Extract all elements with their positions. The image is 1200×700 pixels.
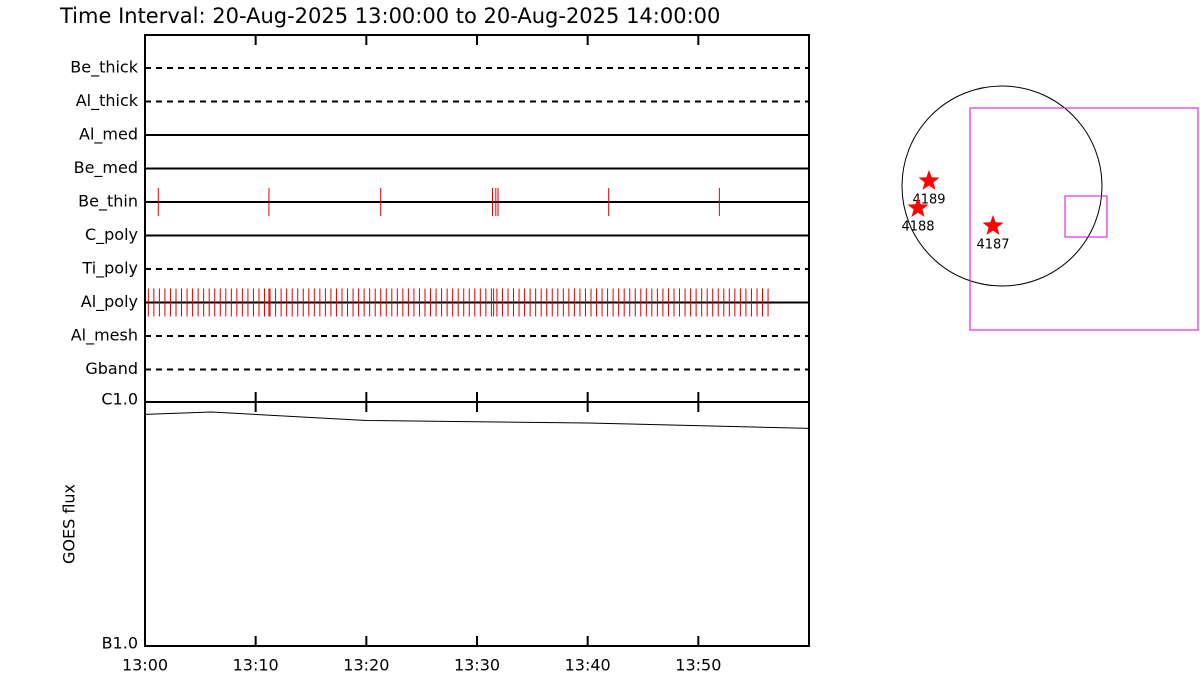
filter-label: Be_med: [74, 158, 138, 178]
filter-label: Al_med: [79, 125, 138, 145]
x-tick-label: 13:10: [233, 656, 279, 675]
y-tick-label: C1.0: [101, 390, 138, 409]
y-tick-label: B1.0: [102, 634, 138, 653]
y-axis-label: GOES flux: [60, 484, 79, 564]
x-tick-label: 13:50: [675, 656, 721, 675]
x-tick-label: 13:00: [122, 656, 168, 675]
filter-label: Be_thin: [78, 192, 138, 212]
goes-curve: [144, 411, 810, 429]
x-tick-label: 13:40: [565, 656, 611, 675]
title: Time Interval: 20-Aug-2025 13:00:00 to 2…: [59, 4, 720, 28]
timeline-frame: [144, 34, 810, 403]
active-region-label: 4187: [976, 238, 1009, 253]
x-tick-label: 13:30: [454, 656, 500, 675]
filter-label: Gband: [85, 359, 138, 378]
active-region: [907, 197, 929, 217]
x-tick-label: 13:20: [343, 656, 389, 675]
fov-box: [1064, 195, 1108, 238]
fov-box: [969, 107, 1199, 331]
filter-label: Al_mesh: [71, 326, 138, 346]
filter-label: Al_thick: [76, 91, 139, 111]
active-region-label: 4189: [912, 193, 945, 208]
filter-label: Ti_poly: [81, 259, 138, 279]
filter-label: C_poly: [85, 225, 138, 245]
active-region-label: 4188: [901, 220, 934, 235]
filter-label: Be_thick: [70, 58, 138, 78]
goes-frame: [144, 401, 810, 647]
filter-label: Al_poly: [81, 292, 138, 312]
active-region: [982, 215, 1004, 235]
solar-disk: [901, 85, 1103, 287]
active-region: [918, 170, 940, 190]
